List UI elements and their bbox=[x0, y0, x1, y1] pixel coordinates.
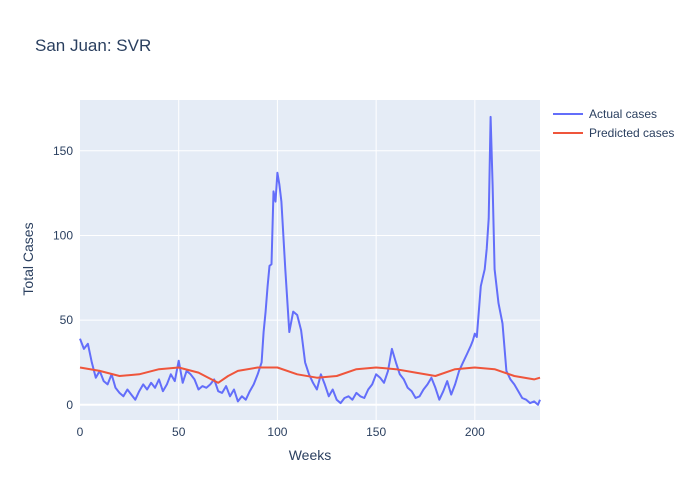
x-tick-label: 0 bbox=[77, 425, 84, 439]
x-axis-title: Weeks bbox=[289, 447, 332, 463]
legend-label: Actual cases bbox=[589, 107, 657, 121]
series-layer bbox=[79, 115, 541, 406]
legend: Actual cases Predicted cases bbox=[553, 107, 674, 140]
x-tick-label: 100 bbox=[267, 425, 287, 439]
plot-area bbox=[80, 100, 540, 420]
x-tick-label: 200 bbox=[465, 425, 485, 439]
y-axis-ticks: 0 50 100 150 bbox=[53, 144, 73, 412]
x-axis-ticks: 0 50 100 150 200 bbox=[77, 425, 486, 439]
chart-title: San Juan: SVR bbox=[35, 36, 151, 55]
x-tick-label: 150 bbox=[366, 425, 386, 439]
y-tick-label: 100 bbox=[53, 228, 73, 242]
legend-label: Predicted cases bbox=[589, 126, 674, 140]
y-tick-label: 0 bbox=[66, 398, 73, 412]
series-line-actual-cases bbox=[79, 115, 541, 406]
y-tick-label: 50 bbox=[60, 313, 74, 327]
x-tick-label: 50 bbox=[172, 425, 186, 439]
legend-item[interactable]: Actual cases bbox=[553, 107, 657, 121]
y-tick-label: 150 bbox=[53, 144, 73, 158]
gridlines bbox=[80, 100, 540, 420]
y-axis-title: Total Cases bbox=[20, 222, 36, 295]
legend-item[interactable]: Predicted cases bbox=[553, 126, 674, 140]
series-line-predicted-cases bbox=[79, 366, 541, 384]
